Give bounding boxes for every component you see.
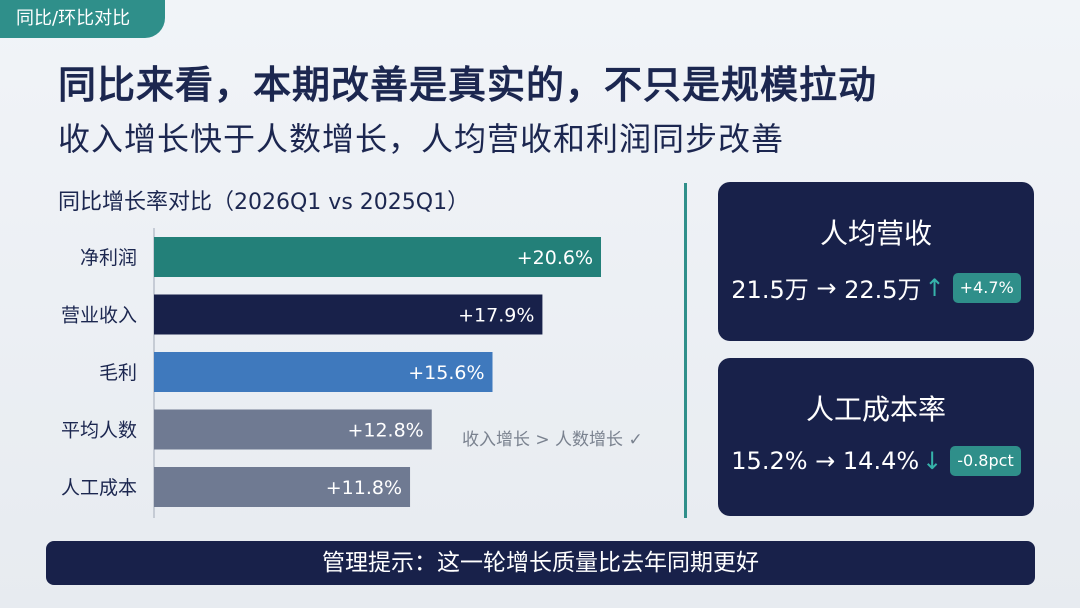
metric-from: 15.2% xyxy=(731,447,808,475)
management-tip-banner: 管理提示：这一轮增长质量比去年同期更好 xyxy=(46,541,1035,585)
card-metric-row: 15.2% → 14.4% ↓ -0.8pct xyxy=(718,446,1034,476)
growth-bar-chart: 净利润 +20.6% 营业收入 +17.9% 毛利 +15.6% 平均人数 +12.8% 人工成… xyxy=(61,228,601,518)
metric-to: 14.4% xyxy=(842,447,920,475)
metric-to: 22.5万 xyxy=(844,276,922,304)
bar xyxy=(154,409,432,450)
card-metric-row: 21.5万 → 22.5万 ↑ +4.7% xyxy=(718,270,1034,305)
bar-category-label: 营业收入 xyxy=(61,305,137,327)
change-badge: -0.8pct xyxy=(950,446,1021,476)
card-labor-cost-rate: 人工成本率 15.2% → 14.4% ↓ -0.8pct xyxy=(718,358,1034,516)
chart-title: 同比增长率对比（2026Q1 vs 2025Q1） xyxy=(58,190,470,215)
card-revenue-per-head: 人均营收 21.5万 → 22.5万 ↑ +4.7% xyxy=(718,182,1034,341)
card-title: 人工成本率 xyxy=(805,393,946,426)
bar-category-label: 净利润 xyxy=(80,247,137,269)
page-title: 同比来看，本期改善是真实的，不只是规模拉动 xyxy=(58,63,878,107)
section-tag: 同比/环比对比 xyxy=(0,0,165,38)
metric-arrow-right: → xyxy=(808,273,845,302)
bar xyxy=(154,352,493,392)
bar-value-label: +17.9% xyxy=(458,305,534,327)
bar-value-label: +11.8% xyxy=(326,477,402,499)
vertical-divider xyxy=(684,183,687,518)
bar-value-label: +12.8% xyxy=(347,420,423,442)
bar xyxy=(154,467,411,507)
bar-value-label: +15.6% xyxy=(408,362,484,384)
bar-category-label: 毛利 xyxy=(99,362,137,384)
arrow-up-icon: ↑ xyxy=(924,273,945,302)
chart-annotation: 收入增长 > 人数增长 ✓ xyxy=(462,430,643,450)
card-title: 人均营收 xyxy=(819,217,932,250)
bar-category-label: 平均人数 xyxy=(61,420,137,442)
bar xyxy=(154,294,543,335)
page-subtitle: 收入增长快于人数增长，人均营收和利润同步改善 xyxy=(58,120,785,158)
chart-canvas: 净利润 +20.6% 营业收入 +17.9% 毛利 +15.6% 平均人数 +12.8% 人工成… xyxy=(61,228,601,518)
bar xyxy=(154,237,601,277)
arrow-down-icon: ↓ xyxy=(922,447,943,475)
change-badge: +4.7% xyxy=(952,272,1021,303)
metric-arrow-right: → xyxy=(807,447,843,475)
bar-value-label: +20.6% xyxy=(517,247,593,269)
bar-category-label: 人工成本 xyxy=(61,477,137,499)
metric-from: 21.5万 xyxy=(731,276,809,304)
